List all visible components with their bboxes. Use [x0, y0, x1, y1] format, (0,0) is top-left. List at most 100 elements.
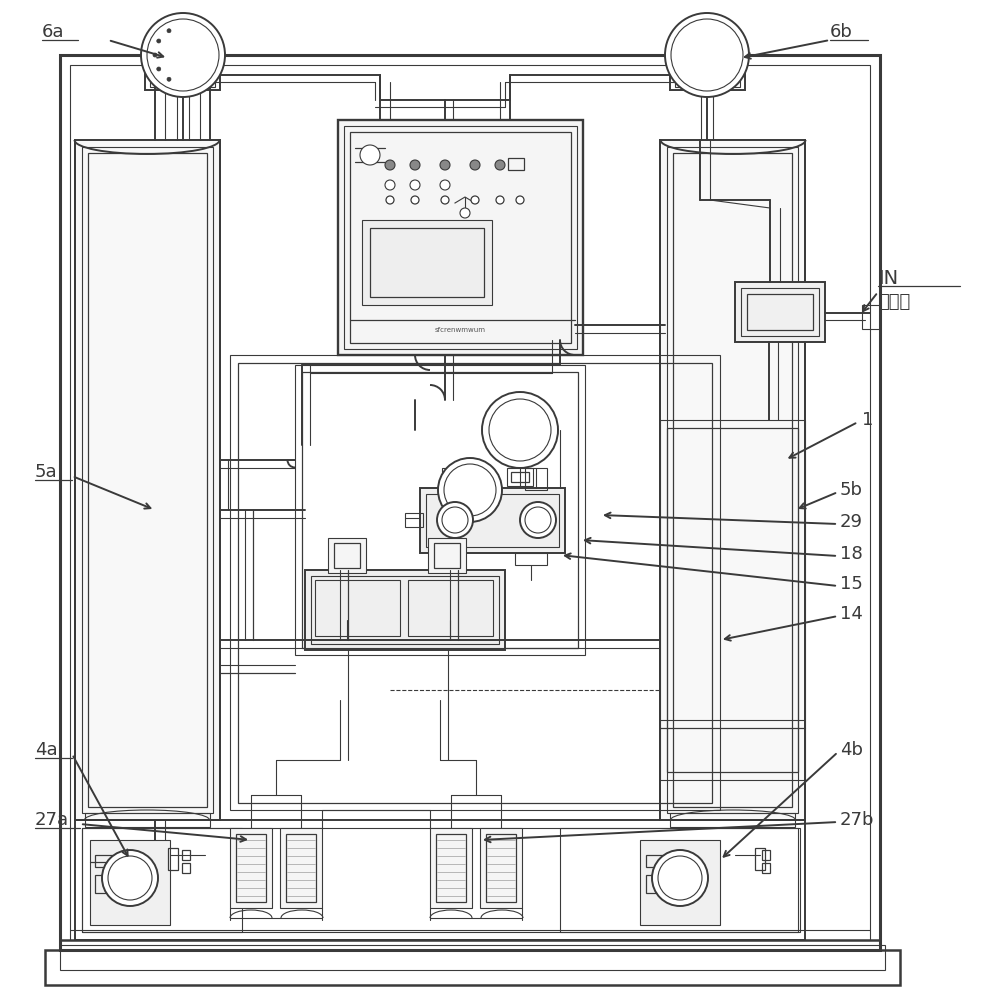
Bar — [670, 68, 745, 90]
Circle shape — [516, 196, 524, 204]
Bar — [230, 355, 720, 810]
Bar — [434, 543, 460, 568]
Text: 5a: 5a — [35, 463, 58, 481]
Bar — [150, 71, 215, 87]
Circle shape — [470, 160, 480, 170]
Text: 27b: 27b — [840, 811, 875, 829]
Bar — [334, 543, 360, 568]
Circle shape — [411, 196, 419, 204]
Circle shape — [471, 196, 479, 204]
Bar — [405, 513, 423, 527]
Bar — [660, 140, 805, 820]
Bar — [280, 828, 322, 908]
Circle shape — [658, 856, 702, 900]
Text: sfcrenwmwum: sfcrenwmwum — [434, 327, 485, 333]
Circle shape — [437, 502, 473, 538]
Circle shape — [167, 29, 171, 33]
Bar — [168, 848, 178, 870]
Circle shape — [102, 850, 158, 906]
Bar — [458, 522, 480, 536]
Bar — [70, 65, 870, 940]
Circle shape — [141, 13, 225, 97]
Bar — [480, 828, 522, 908]
Bar — [667, 147, 798, 813]
Bar — [426, 494, 559, 547]
Bar — [95, 855, 113, 867]
Bar — [660, 420, 805, 780]
Bar — [755, 848, 765, 870]
Circle shape — [157, 67, 161, 71]
Text: 15: 15 — [840, 575, 863, 593]
Bar — [328, 538, 366, 573]
Circle shape — [652, 850, 708, 906]
Text: 27a: 27a — [35, 811, 69, 829]
Circle shape — [525, 507, 551, 533]
Bar — [82, 828, 798, 932]
Circle shape — [153, 53, 157, 57]
Bar — [525, 468, 547, 490]
Bar — [735, 282, 825, 342]
Circle shape — [147, 19, 219, 91]
Bar — [762, 863, 770, 873]
Circle shape — [386, 196, 394, 204]
Circle shape — [167, 77, 171, 81]
Circle shape — [495, 160, 505, 170]
Bar — [646, 875, 664, 893]
Bar — [862, 305, 880, 329]
Bar — [338, 120, 583, 355]
Bar — [511, 472, 529, 482]
Circle shape — [410, 160, 420, 170]
Bar — [90, 840, 170, 925]
Bar — [85, 813, 210, 827]
Bar — [45, 950, 900, 985]
Circle shape — [442, 507, 468, 533]
Bar — [230, 828, 272, 908]
Circle shape — [496, 196, 504, 204]
Bar — [646, 855, 664, 867]
Bar — [182, 850, 190, 860]
Bar — [238, 363, 712, 803]
Bar — [420, 488, 565, 553]
Text: 4b: 4b — [840, 741, 863, 759]
Text: 4a: 4a — [35, 741, 58, 759]
Bar — [182, 863, 190, 873]
Bar — [95, 875, 113, 893]
Circle shape — [108, 856, 152, 900]
Bar — [286, 834, 316, 902]
Text: 1: 1 — [862, 411, 873, 429]
Circle shape — [444, 464, 496, 516]
Circle shape — [520, 502, 556, 538]
Bar — [362, 220, 492, 305]
Bar — [82, 147, 213, 813]
Bar — [433, 553, 465, 565]
Circle shape — [385, 160, 395, 170]
Bar — [515, 553, 547, 565]
Bar — [88, 153, 207, 807]
Circle shape — [665, 13, 749, 97]
Bar — [508, 158, 524, 170]
Circle shape — [489, 399, 551, 461]
Bar — [670, 813, 795, 827]
Circle shape — [460, 208, 470, 218]
Bar — [560, 828, 800, 932]
Bar — [350, 132, 571, 343]
Bar — [82, 828, 242, 932]
Bar — [436, 834, 466, 902]
Bar — [75, 140, 220, 820]
Bar — [295, 365, 585, 655]
Bar — [507, 468, 533, 486]
Text: 6b: 6b — [830, 23, 853, 41]
Circle shape — [157, 39, 161, 43]
Bar — [236, 834, 266, 902]
Bar — [60, 945, 885, 970]
Bar — [675, 71, 740, 87]
Bar — [640, 840, 720, 925]
Circle shape — [671, 19, 743, 91]
Circle shape — [385, 180, 395, 190]
Bar — [302, 372, 578, 648]
Bar — [408, 580, 493, 636]
Circle shape — [440, 180, 450, 190]
Bar — [741, 288, 819, 336]
Bar — [145, 68, 220, 90]
Bar — [75, 820, 805, 940]
